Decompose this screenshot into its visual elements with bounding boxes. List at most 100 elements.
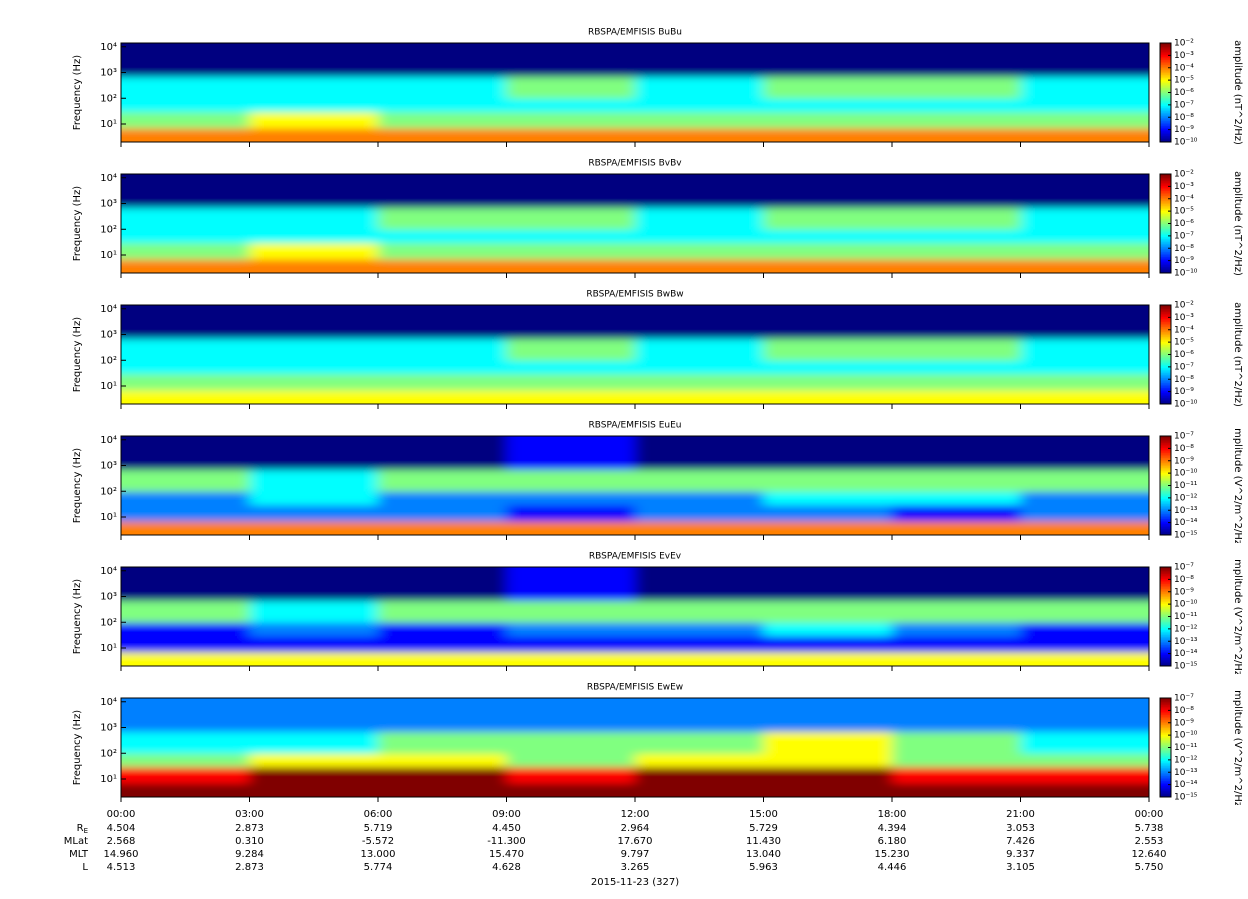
cell: [1020, 258, 1149, 273]
colorbar-step: [1160, 59, 1171, 62]
colorbar-tick-label: 10⁻²: [1174, 39, 1194, 49]
ephemeris-label: L: [82, 862, 88, 873]
colorbar-step: [1160, 518, 1171, 521]
colorbar-step: [1160, 92, 1171, 95]
colorbar-step: [1160, 352, 1171, 355]
cell: [892, 436, 1021, 470]
cell: [763, 731, 893, 754]
colorbar-step: [1160, 241, 1171, 244]
colorbar-step: [1160, 80, 1171, 84]
colorbar-step: [1160, 379, 1171, 382]
y-tick-label: 10⁴: [100, 173, 117, 184]
colorbar-step: [1160, 591, 1171, 594]
colorbar-tick-label: 10⁻⁴: [1174, 194, 1194, 204]
colorbar-step: [1160, 390, 1171, 393]
colorbar-step: [1160, 768, 1171, 772]
colorbar-step: [1160, 760, 1171, 763]
cell: [635, 731, 764, 754]
cell: [1020, 305, 1149, 339]
cell: [1020, 389, 1149, 404]
cell: [1020, 436, 1149, 470]
ephemeris-value: 4.628: [492, 862, 521, 873]
cell: [892, 567, 1021, 601]
heatmap: [121, 567, 1149, 666]
colorbar-step: [1160, 385, 1171, 388]
cell: [763, 305, 893, 339]
cell: [121, 782, 250, 797]
colorbar-step: [1160, 202, 1171, 205]
ephemeris-value: 2.568: [107, 836, 136, 847]
cell: [121, 491, 250, 506]
colorbar-step: [1160, 780, 1171, 783]
colorbar-step: [1160, 636, 1171, 639]
cell: [1020, 127, 1149, 142]
colorbar-step: [1160, 472, 1171, 475]
colorbar-step: [1160, 523, 1171, 526]
x-tick-label: 06:00: [364, 809, 393, 820]
cell: [1020, 698, 1149, 732]
y-axis-label: Frequency (Hz): [72, 186, 83, 262]
cell: [121, 338, 250, 361]
y-tick-label: 10⁴: [100, 304, 117, 315]
colorbar-step: [1160, 102, 1171, 105]
colorbar-step: [1160, 749, 1171, 752]
colorbar-step: [1160, 342, 1171, 346]
cell: [892, 373, 1021, 391]
colorbar-step: [1160, 702, 1171, 706]
cell: [249, 258, 379, 273]
colorbar-step: [1160, 47, 1171, 51]
cell: [506, 635, 636, 653]
colorbar-step: [1160, 567, 1171, 570]
cell: [635, 338, 764, 361]
colorbar-step: [1160, 323, 1171, 326]
ephemeris-value: 3.105: [1006, 862, 1035, 873]
cell: [635, 360, 764, 375]
heatmap-cells: [121, 567, 1149, 666]
cell: [121, 635, 250, 653]
y-tick-label: 10³: [100, 723, 117, 734]
colorbar-step: [1160, 706, 1171, 709]
cell: [249, 753, 379, 768]
colorbar-step: [1160, 195, 1171, 198]
ephemeris-value: 14.960: [104, 849, 139, 860]
cell: [635, 111, 764, 129]
colorbar-step: [1160, 43, 1171, 46]
heatmap-cells: [121, 698, 1149, 797]
colorbar-step: [1160, 175, 1171, 178]
cell: [1020, 504, 1149, 522]
colorbar-step: [1160, 590, 1171, 593]
cell: [763, 338, 893, 361]
cell: [635, 174, 764, 208]
colorbar-step: [1160, 581, 1171, 584]
ephemeris-value: 6.180: [878, 836, 907, 847]
colorbar-step: [1160, 185, 1171, 188]
colorbar-step: [1160, 480, 1171, 483]
colorbar-step: [1160, 395, 1171, 398]
cell: [121, 229, 250, 244]
colorbar-step: [1160, 722, 1171, 725]
cell: [506, 360, 636, 375]
colorbar-step: [1160, 500, 1171, 503]
ephemeris-value: 5.774: [364, 862, 393, 873]
colorbar-step: [1160, 107, 1171, 110]
colorbar-step: [1160, 328, 1171, 331]
cell: [763, 635, 893, 653]
colorbar-step: [1160, 657, 1171, 660]
colorbar-step: [1160, 477, 1171, 480]
cell: [763, 469, 893, 492]
cell: [506, 242, 636, 260]
colorbar-step: [1160, 371, 1171, 374]
colorbar-step: [1160, 624, 1171, 627]
colorbar-tick-label: 10⁻³: [1174, 51, 1194, 61]
cell: [121, 504, 250, 522]
ephemeris-value: 4.394: [878, 823, 907, 834]
ephemeris-label-text: L: [82, 862, 88, 873]
colorbar-step: [1160, 717, 1171, 720]
ephemeris-value: 2.553: [1135, 836, 1164, 847]
colorbar-step: [1160, 510, 1171, 513]
colorbar-step: [1160, 707, 1171, 711]
colorbar-step: [1160, 740, 1171, 744]
cell: [378, 229, 507, 244]
colorbar-step: [1160, 773, 1171, 777]
ephemeris-value: 5.738: [1135, 823, 1164, 834]
